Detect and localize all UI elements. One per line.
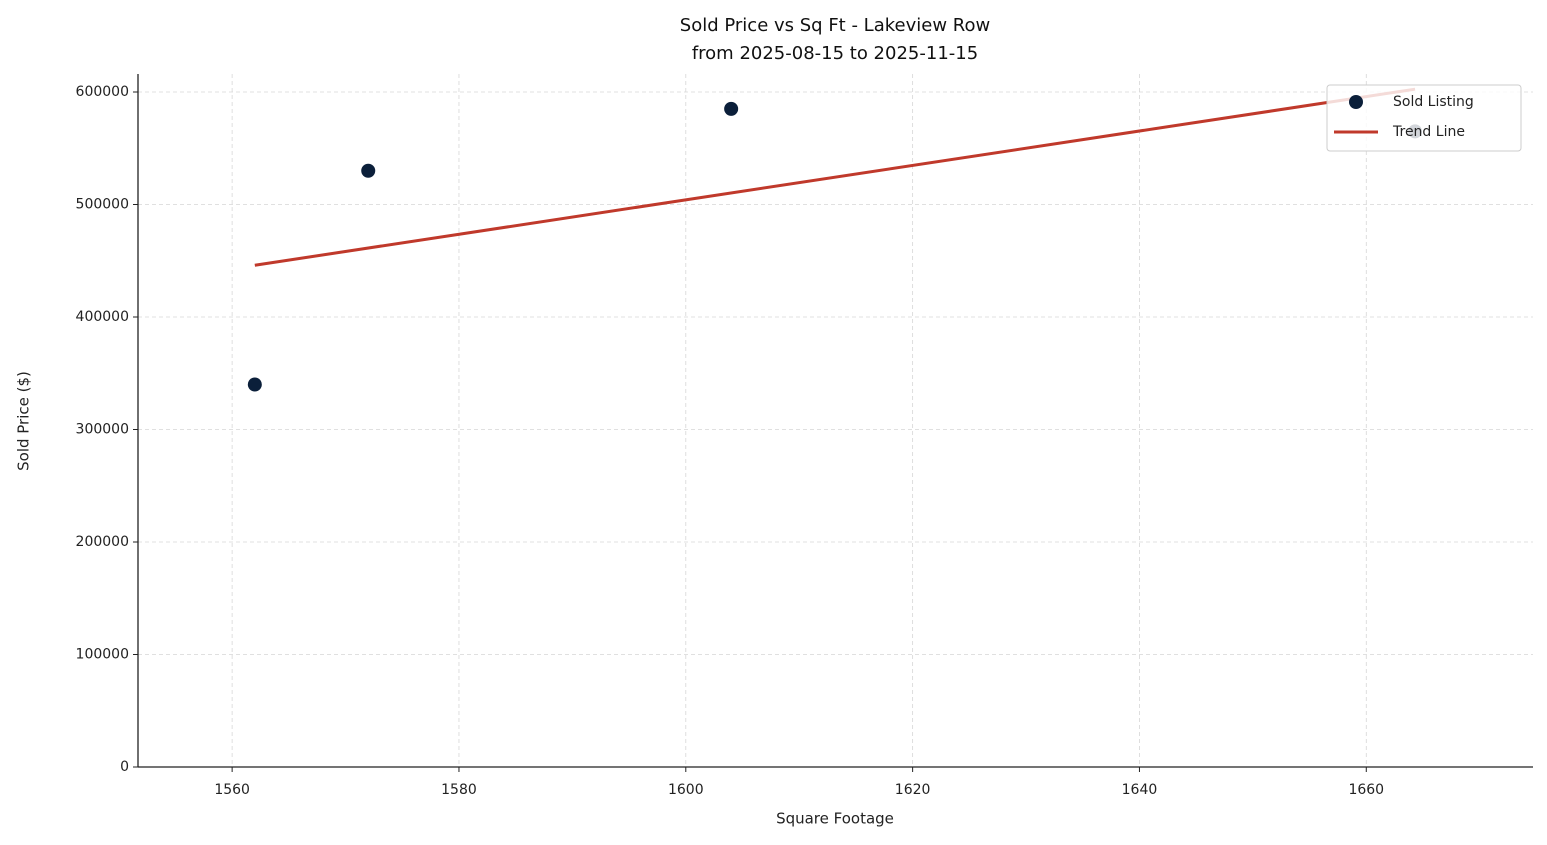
x-axis-label: Square Footage bbox=[776, 810, 894, 828]
y-tick-label: 600000 bbox=[76, 84, 129, 100]
chart-subtitle: from 2025-08-15 to 2025-11-15 bbox=[692, 43, 978, 64]
scatter-point bbox=[361, 163, 376, 178]
y-tick-label: 100000 bbox=[76, 647, 129, 663]
y-tick-label: 300000 bbox=[76, 422, 129, 438]
y-tick-label: 400000 bbox=[76, 309, 129, 325]
y-tick-label: 200000 bbox=[76, 534, 129, 550]
scatter-point bbox=[724, 101, 739, 116]
trend-line bbox=[254, 87, 1416, 267]
chart-title: Sold Price vs Sq Ft - Lakeview Row bbox=[680, 15, 990, 36]
x-tick-label: 1580 bbox=[441, 782, 477, 798]
y-axis-label: Sold Price ($) bbox=[15, 371, 33, 471]
legend-label: Sold Listing bbox=[1393, 94, 1474, 110]
plot-area bbox=[247, 87, 1423, 392]
scatter-point bbox=[247, 377, 262, 392]
legend-box bbox=[1326, 84, 1522, 152]
x-tick-label: 1660 bbox=[1348, 782, 1384, 798]
legend-marker bbox=[1349, 95, 1363, 109]
y-tick-label: 500000 bbox=[76, 197, 129, 213]
x-tick-label: 1560 bbox=[214, 782, 250, 798]
x-tick-label: 1640 bbox=[1122, 782, 1158, 798]
y-tick-label: 0 bbox=[120, 759, 129, 775]
legend-label: Trend Line bbox=[1392, 124, 1465, 140]
legend: Sold Listing Trend Line bbox=[1326, 84, 1522, 152]
x-tick-label: 1600 bbox=[668, 782, 704, 798]
x-tick-label: 1620 bbox=[895, 782, 931, 798]
